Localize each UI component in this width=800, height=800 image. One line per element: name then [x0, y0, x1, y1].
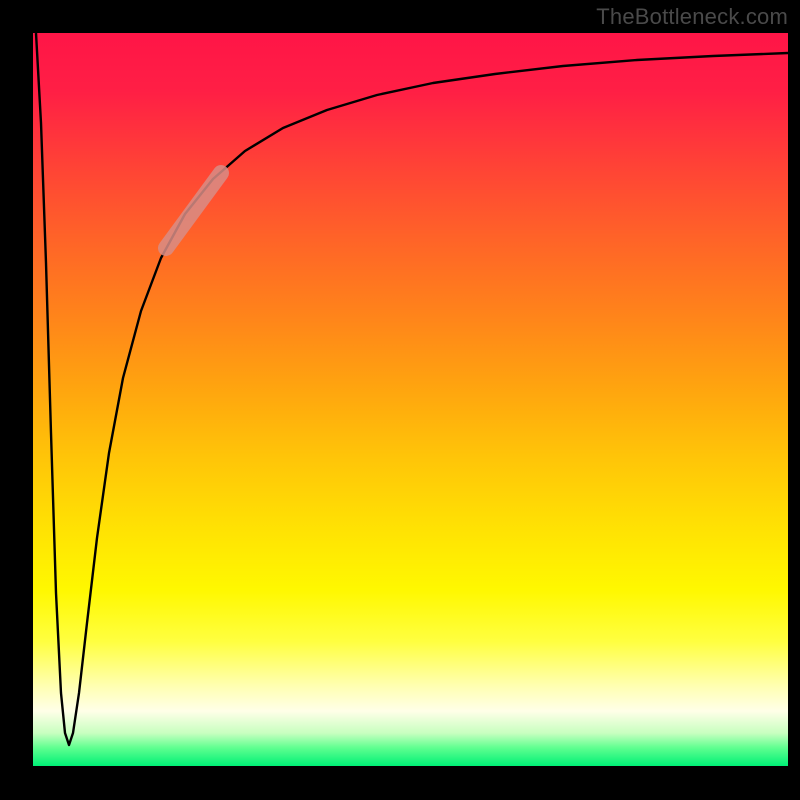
- curve-layer: [33, 33, 788, 766]
- plot-area: [33, 33, 788, 766]
- watermark-text: TheBottleneck.com: [596, 4, 788, 30]
- highlight-segment: [166, 173, 221, 248]
- chart-root: TheBottleneck.com: [0, 0, 800, 800]
- chart-curve: [36, 33, 788, 745]
